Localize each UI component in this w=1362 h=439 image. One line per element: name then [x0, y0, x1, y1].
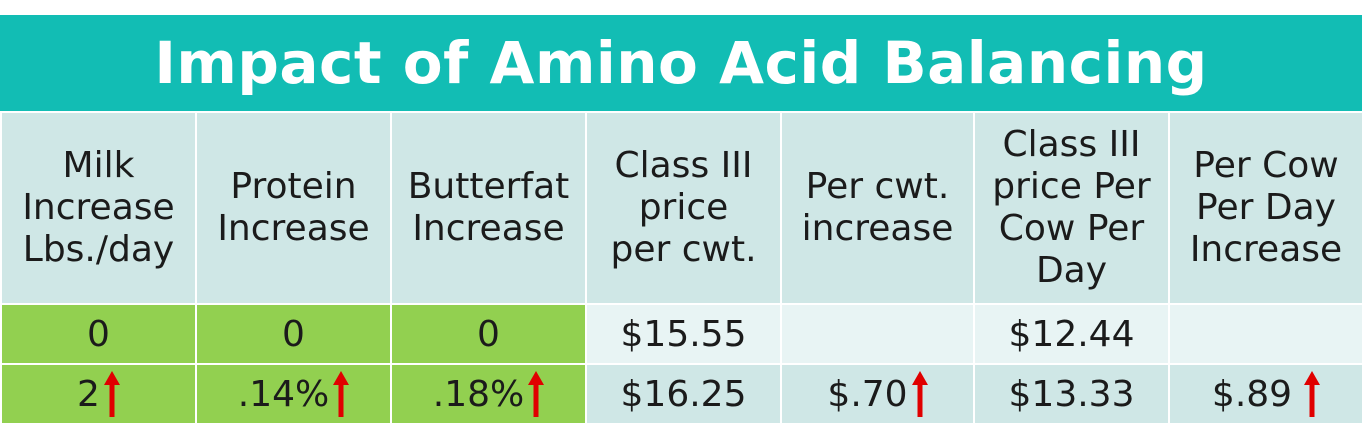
up-arrow-icon	[103, 371, 120, 417]
table-cell: 0	[195, 303, 392, 365]
data-table: Milk Increase Lbs./day Protein Increase But…	[0, 111, 1362, 425]
table-cell: $13.33	[973, 363, 1170, 425]
cell-value: .14%	[237, 373, 330, 415]
cell-value: .18%	[432, 373, 525, 415]
header-per-cwt-increase: Per cwt. increase	[801, 166, 954, 249]
page-title: Impact of Amino Acid Balancing	[154, 29, 1208, 97]
up-arrow-icon	[528, 371, 545, 417]
header-butterfat: Butterfat Increase	[407, 166, 570, 249]
table-cell: 2	[0, 363, 197, 425]
slide: Impact of Amino Acid Balancing Milk Incre…	[0, 15, 1362, 427]
header-cell: Milk Increase Lbs./day	[0, 111, 197, 305]
header-cell: Per Cow Per Day Increase	[1168, 111, 1362, 305]
table-cell: $16.25	[585, 363, 782, 425]
header-protein: Protein Increase	[217, 166, 370, 249]
header-class-iii-per-cow: Class III price Per Cow Per Day	[992, 124, 1151, 291]
up-arrow-icon	[911, 371, 928, 417]
up-arrow-icon	[1304, 371, 1321, 417]
cell-value: $16.25	[620, 373, 747, 415]
header-class-iii-price: Class III price per cwt.	[610, 145, 757, 270]
table-cell	[780, 303, 975, 365]
table-cell: .14%	[195, 363, 392, 425]
table-cell: $15.55	[585, 303, 782, 365]
header-per-cow-per-day-increase: Per Cow Per Day Increase	[1189, 145, 1343, 270]
table-cell: $.70	[780, 363, 975, 425]
header-milk: Milk Increase Lbs./day	[22, 145, 175, 270]
cell-value: $.89	[1211, 373, 1293, 415]
table-cell	[1168, 303, 1362, 365]
table-cell: $.89	[1168, 363, 1362, 425]
table-cell: 0	[0, 303, 197, 365]
title-banner: Impact of Amino Acid Balancing	[0, 15, 1362, 111]
table-cell: 0	[390, 303, 587, 365]
header-row: Milk Increase Lbs./day Protein Increase But…	[0, 111, 1362, 305]
table-cell: $12.44	[973, 303, 1170, 365]
header-cell: Class III price Per Cow Per Day	[973, 111, 1170, 305]
header-cell: Class III price per cwt.	[585, 111, 782, 305]
table-cell: .18%	[390, 363, 587, 425]
table-row: 2 .14% .18% $16.25 $.70 $13.33 $.89	[0, 363, 1362, 425]
cell-value: 2	[77, 373, 100, 415]
cell-value: $.70	[827, 373, 908, 415]
header-cell: Protein Increase	[195, 111, 392, 305]
header-cell: Butterfat Increase	[390, 111, 587, 305]
table-row: 0 0 0 $15.55 $12.44	[0, 303, 1362, 365]
cell-value: $13.33	[1008, 373, 1135, 415]
up-arrow-icon	[333, 371, 350, 417]
header-cell: Per cwt. increase	[780, 111, 975, 305]
